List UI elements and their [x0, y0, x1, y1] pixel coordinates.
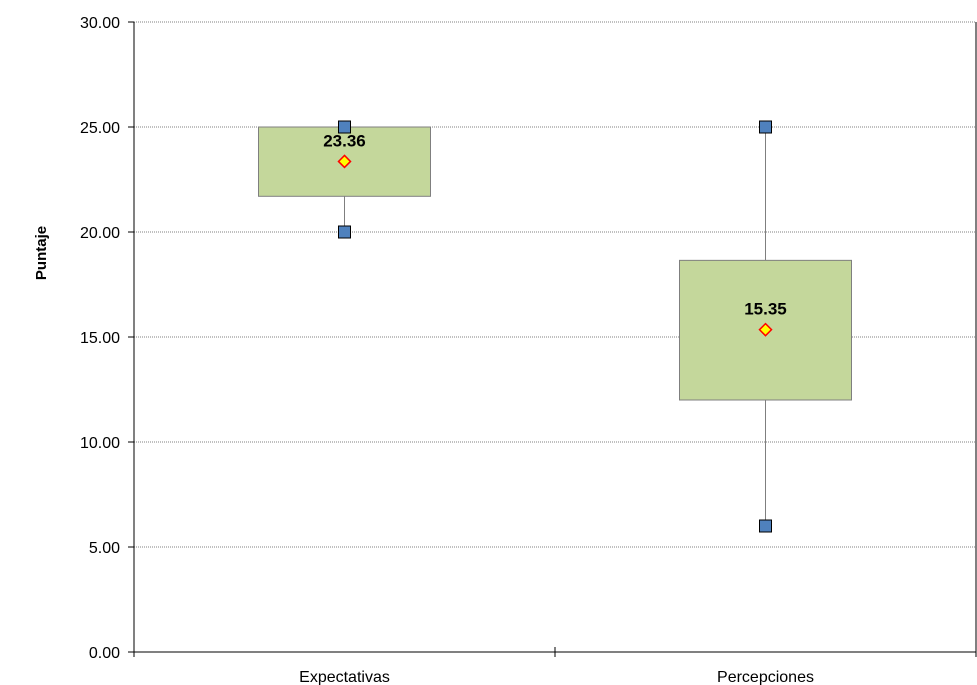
grid-layer — [134, 21, 976, 548]
y-tick-label: 30.00 — [80, 15, 120, 32]
axis-layer: 0.00 5.00 10.00 15.00 20.00 25.00 30.00 Expecta… — [80, 15, 977, 685]
max-marker — [759, 120, 772, 134]
y-tick-label: 5.00 — [89, 540, 120, 557]
x-tick-label: Percepciones — [717, 669, 814, 685]
y-tick-label: 20.00 — [80, 225, 120, 242]
y-tick-label: 0.00 — [89, 645, 120, 662]
min-marker — [759, 519, 772, 533]
y-axis-title: Puntaje — [33, 226, 50, 280]
y-tick-label: 25.00 — [80, 120, 120, 137]
mean-marker — [337, 154, 352, 169]
box-layer — [258, 120, 852, 533]
mean-marker — [758, 322, 773, 337]
label-layer: 23.36 15.35 — [323, 131, 787, 318]
y-tick-label: 15.00 — [80, 330, 120, 347]
x-tick-label: Expectativas — [299, 669, 390, 685]
min-marker — [338, 225, 351, 239]
mean-data-label: 15.35 — [744, 300, 787, 319]
mean-data-label: 23.36 — [323, 131, 366, 150]
y-tick-label: 10.00 — [80, 435, 120, 452]
max-marker — [338, 120, 351, 134]
